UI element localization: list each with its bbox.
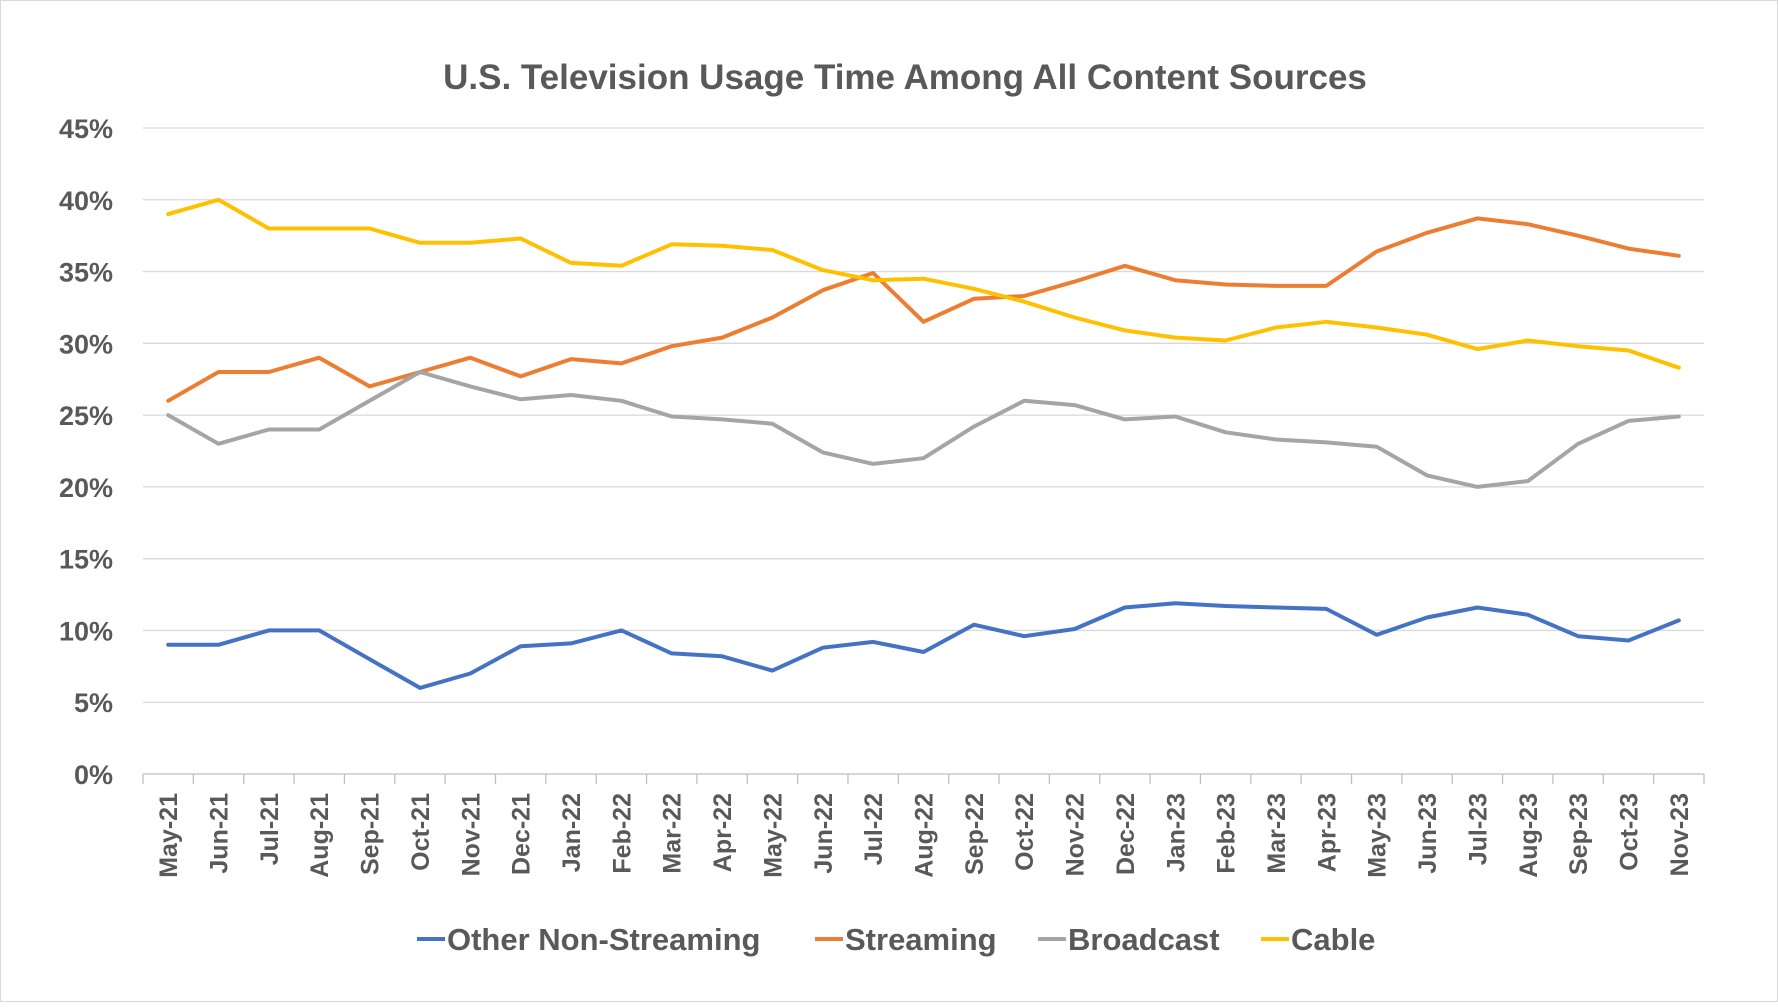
x-tick-label: Nov-22	[1062, 793, 1090, 876]
x-tick-label: Jul-21	[256, 793, 284, 865]
x-tick-label: May-23	[1364, 793, 1392, 878]
y-tick-label: 10%	[59, 616, 113, 646]
x-tick-label: Sep-22	[961, 793, 989, 875]
x-tick-label: Jul-23	[1464, 793, 1492, 865]
x-tick-label: Aug-23	[1515, 793, 1543, 878]
y-axis: 0% 5% 10% 15% 20% 25% 30% 35% 40% 45%	[59, 114, 113, 790]
y-tick-label: 20%	[59, 473, 113, 503]
y-tick-label: 45%	[59, 114, 113, 144]
x-tick-label: Feb-22	[608, 793, 636, 874]
x-tick-label: Jun-21	[206, 793, 234, 874]
x-tick-label: May-22	[759, 793, 787, 878]
x-tick-label: Sep-21	[357, 793, 385, 875]
x-tick-label: Oct-22	[1011, 793, 1039, 871]
x-tick-label: Apr-22	[709, 793, 737, 872]
y-tick-label: 0%	[74, 760, 113, 790]
chart-title: U.S. Television Usage Time Among All Con…	[443, 58, 1367, 97]
x-tick-label: Jun-22	[810, 793, 838, 874]
y-tick-label: 5%	[74, 688, 113, 718]
x-tick-label: Jan-22	[558, 793, 586, 872]
series-lines	[166, 197, 1681, 690]
y-tick-label: 15%	[59, 545, 113, 575]
x-tick-label: Jun-23	[1414, 793, 1442, 874]
x-tick-label: Mar-23	[1263, 793, 1291, 874]
y-tick-label: 30%	[59, 329, 113, 359]
legend-label: Cable	[1291, 922, 1375, 957]
x-tick-label: Nov-23	[1666, 793, 1694, 876]
x-tick-label: Aug-22	[911, 793, 939, 878]
x-tick-label: Jul-22	[860, 793, 888, 865]
y-tick-label: 25%	[59, 401, 113, 431]
legend: Other Non-Streaming Streaming Broadcast Cab…	[417, 922, 1375, 957]
x-tick-label: Oct-23	[1615, 793, 1643, 871]
x-tick-label: Mar-22	[659, 793, 687, 874]
legend-label: Streaming	[845, 922, 997, 957]
legend-label: Other Non-Streaming	[447, 922, 760, 957]
x-tick-label: Nov-21	[457, 793, 485, 876]
series-line-other-non-streaming	[166, 601, 1681, 690]
gridlines	[143, 127, 1704, 775]
x-tick-label: Aug-21	[306, 793, 334, 878]
series-line-cable	[166, 197, 1681, 370]
x-tick-label: Dec-21	[508, 793, 536, 875]
x-tick-label: Oct-21	[407, 793, 435, 871]
x-tick-label: May-21	[155, 793, 183, 878]
x-axis: May-21 Jun-21 Jul-21 Aug-21 Sep-21 Oct-21 Nov-…	[142, 774, 1705, 878]
x-tick-label: Feb-23	[1213, 793, 1241, 874]
series-line-streaming	[166, 216, 1681, 403]
legend-label: Broadcast	[1068, 922, 1220, 957]
x-tick-label: Apr-23	[1313, 793, 1341, 872]
x-tick-label: Sep-23	[1565, 793, 1593, 875]
y-tick-label: 35%	[59, 258, 113, 288]
series-line-broadcast	[166, 370, 1681, 489]
y-tick-label: 40%	[59, 186, 113, 216]
x-tick-label: Dec-22	[1112, 793, 1140, 875]
x-tick-label: Jan-23	[1162, 793, 1190, 872]
